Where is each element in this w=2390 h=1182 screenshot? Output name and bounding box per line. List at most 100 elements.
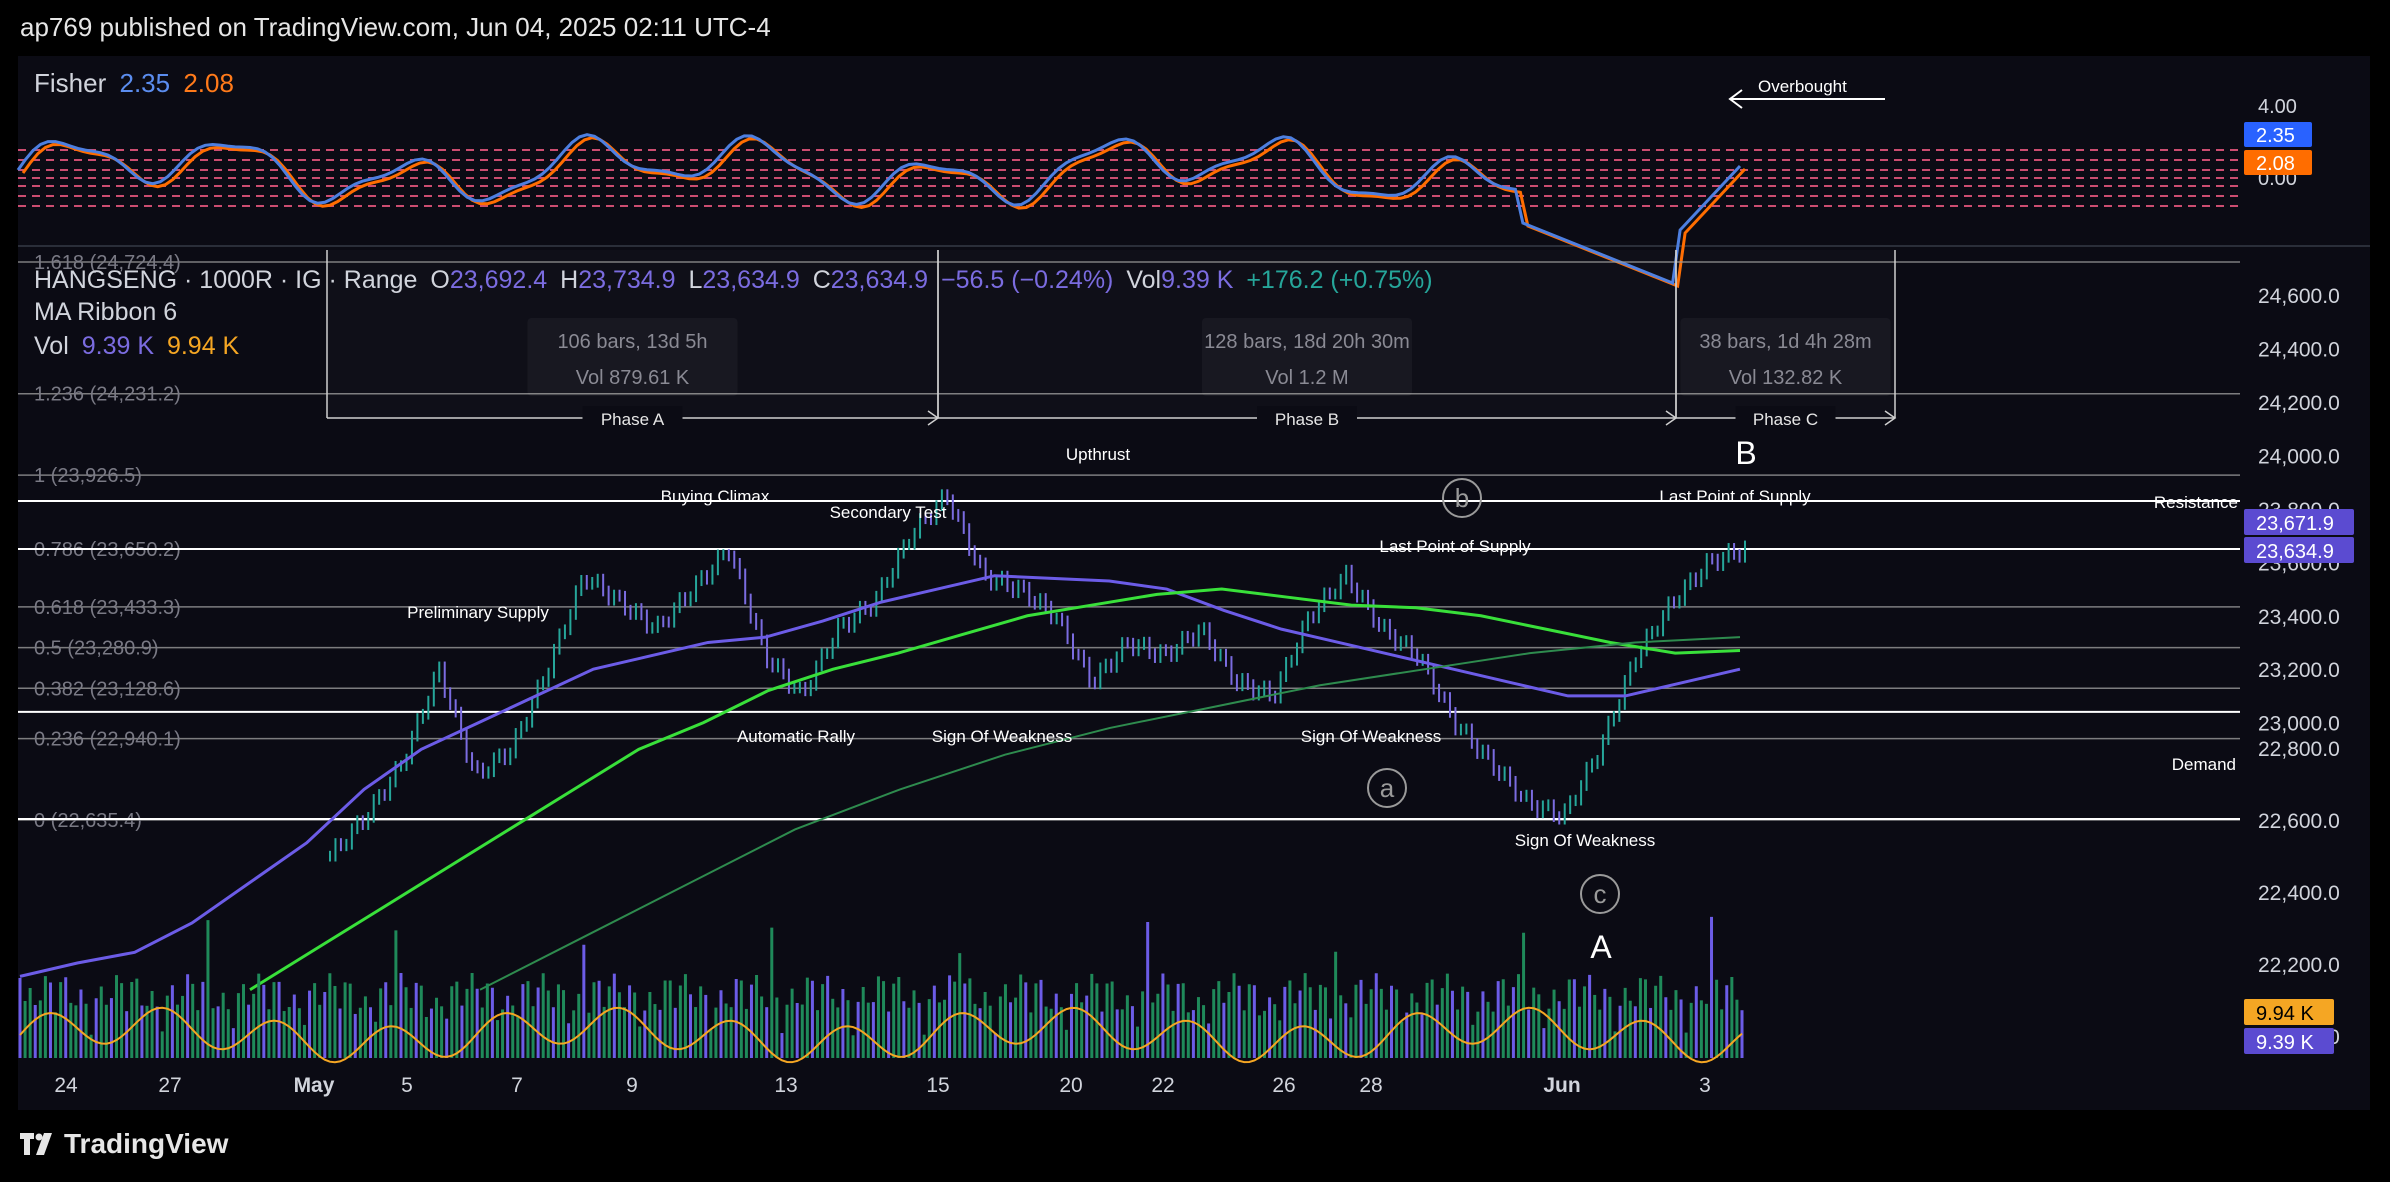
- time-axis-label: 13: [774, 1074, 797, 1097]
- wyckoff-annotation: Preliminary Supply: [407, 603, 549, 622]
- price-axis-label: 24,000.0: [2258, 445, 2340, 468]
- price-tag-bg: [2244, 999, 2334, 1025]
- time-axis-label: 15: [926, 1074, 949, 1097]
- phase-vol: Vol 1.2 M: [1265, 367, 1348, 389]
- wave-label: b: [1455, 483, 1469, 513]
- price-axis-label: 22,600.0: [2258, 810, 2340, 833]
- time-axis-label: 24: [54, 1074, 78, 1097]
- fib-level-label: 1.618 (24,724.4): [34, 252, 181, 274]
- price-axis-label: 23,400.0: [2258, 606, 2340, 629]
- time-axis-label: May: [294, 1074, 335, 1097]
- wyckoff-annotation: Sign Of Weakness: [932, 727, 1072, 746]
- symbol-name: HANGSENG · 1000R · IG · Range: [34, 266, 418, 294]
- phase-stats-box: [1680, 318, 1891, 396]
- symbol-legend[interactable]: HANGSENG · 1000R · IG · Range O23,692.4 …: [34, 266, 1439, 295]
- vol2-value-2: 9.94 K: [166, 332, 240, 360]
- price-axis-label: 24,600.0: [2258, 285, 2340, 308]
- price-axis-label: 22,200.0: [2258, 954, 2340, 977]
- high-value: 23,734.9: [578, 266, 676, 294]
- phase-name-bg: [1735, 406, 1836, 430]
- time-axis-label: 26: [1272, 1074, 1295, 1097]
- low-label: L: [688, 266, 703, 294]
- moving-average-line: [19, 574, 1741, 978]
- fib-level-label: 1.236 (24,231.2): [34, 384, 181, 406]
- price-axis-label: 23,000.0: [2258, 713, 2340, 736]
- wyckoff-annotation: Sign Of Weakness: [1515, 831, 1655, 850]
- close-value: 23,634.9: [830, 266, 929, 294]
- publish-header: ap769 published on TradingView.com, Jun …: [20, 12, 771, 42]
- fib-level-label: 0.5 (23,280.9): [34, 638, 159, 660]
- phase-stats-box: [527, 318, 738, 396]
- wyckoff-annotation: Buying Climax: [661, 487, 770, 506]
- phase-name: Phase C: [1753, 410, 1818, 429]
- volume-legend[interactable]: Vol 9.39 K 9.94 K: [34, 332, 245, 361]
- wave-circle: [1580, 874, 1620, 914]
- time-axis-label: 28: [1359, 1074, 1382, 1097]
- tradingview-icon: [20, 1133, 52, 1155]
- fisher-value-2: 2.08: [183, 68, 234, 98]
- price-tag-text: 9.94 K: [2256, 1003, 2314, 1025]
- price-tag-bg: [2244, 509, 2354, 535]
- wyckoff-annotation: Upthrust: [1066, 445, 1131, 464]
- phase-bars: 106 bars, 13d 5h: [557, 331, 707, 353]
- wave-label: a: [1380, 773, 1395, 803]
- time-axis-label: 27: [158, 1074, 181, 1097]
- wave-circle: [1367, 768, 1407, 808]
- chart-panel: [18, 56, 2370, 1110]
- fisher-tag-text: 2.08: [2256, 153, 2295, 175]
- price-axis-label: 24,200.0: [2258, 392, 2340, 415]
- moving-average-line: [479, 636, 1741, 991]
- moving-average-line: [249, 587, 1741, 991]
- price-tag-text: 23,671.9: [2256, 513, 2334, 535]
- phase-name-bg: [582, 406, 683, 430]
- time-axis-label: Jun: [1543, 1074, 1580, 1097]
- phase-name: Phase A: [601, 410, 665, 429]
- low-value: 23,634.9: [702, 266, 800, 294]
- tradingview-logo[interactable]: TradingView: [20, 1128, 228, 1160]
- overbought-arrowhead: [1728, 89, 1743, 109]
- fib-level-label: 0.382 (23,128.6): [34, 678, 181, 700]
- time-axis-label: 7: [511, 1074, 523, 1097]
- open-label: O: [430, 266, 450, 294]
- time-axis-label: 22: [1151, 1074, 1174, 1097]
- volume-ma-line: [19, 1006, 1743, 1064]
- close-label: C: [812, 266, 831, 294]
- phase-vol: Vol 879.61 K: [576, 367, 690, 389]
- fisher-legend[interactable]: Fisher 2.35 2.08: [34, 68, 240, 99]
- wyckoff-annotation: Demand: [2172, 755, 2236, 774]
- high-label: H: [560, 266, 579, 294]
- wave-big-label: B: [1735, 435, 1756, 471]
- wyckoff-annotation: Automatic Rally: [737, 727, 856, 746]
- vol2-label: Vol: [34, 332, 69, 360]
- phase-bars: 128 bars, 18d 20h 30m: [1204, 331, 1410, 353]
- fisher-main-line: [16, 133, 1742, 286]
- price-tag-text: 23,634.9: [2256, 541, 2334, 563]
- fisher-tag-bg: [2244, 122, 2312, 147]
- phase-vol: Vol 132.82 K: [1729, 367, 1843, 389]
- wyckoff-annotation: Resistance: [2154, 493, 2238, 512]
- time-axis-label: 9: [626, 1074, 638, 1097]
- phase-bars: 38 bars, 1d 4h 28m: [1699, 331, 1871, 353]
- phase-arrowhead: [1884, 410, 1897, 426]
- fib-level-label: 0 (22,635.4): [34, 810, 142, 832]
- brand-name: TradingView: [64, 1128, 229, 1159]
- price-axis-label: 23,200.0: [2258, 659, 2340, 682]
- wyckoff-annotation: Sign Of Weakness: [1301, 727, 1441, 746]
- price-axis-label: 22,800.0: [2258, 738, 2340, 761]
- wyckoff-annotation: Secondary Test: [830, 503, 947, 522]
- wyckoff-annotation: Last Point of Supply: [1379, 537, 1531, 556]
- fisher-axis-label: 4.00: [2258, 96, 2297, 118]
- fisher-label: Fisher: [34, 68, 107, 98]
- ma-ribbon-legend[interactable]: MA Ribbon 6: [34, 298, 183, 327]
- open-value: 23,692.4: [449, 266, 548, 294]
- wave-circle: [1442, 478, 1482, 518]
- wave-label: c: [1594, 879, 1607, 909]
- price-axis-label: 24,400.0: [2258, 339, 2340, 362]
- time-axis-label: 5: [401, 1074, 413, 1097]
- fib-level-label: 0.236 (22,940.1): [34, 729, 181, 751]
- wyckoff-annotation: Last Point of Supply: [1659, 487, 1811, 506]
- vol-change: +176.2 (+0.75%): [1246, 266, 1433, 294]
- price-tag-text: 9.39 K: [2256, 1032, 2314, 1054]
- price-tag-bg: [2244, 537, 2354, 563]
